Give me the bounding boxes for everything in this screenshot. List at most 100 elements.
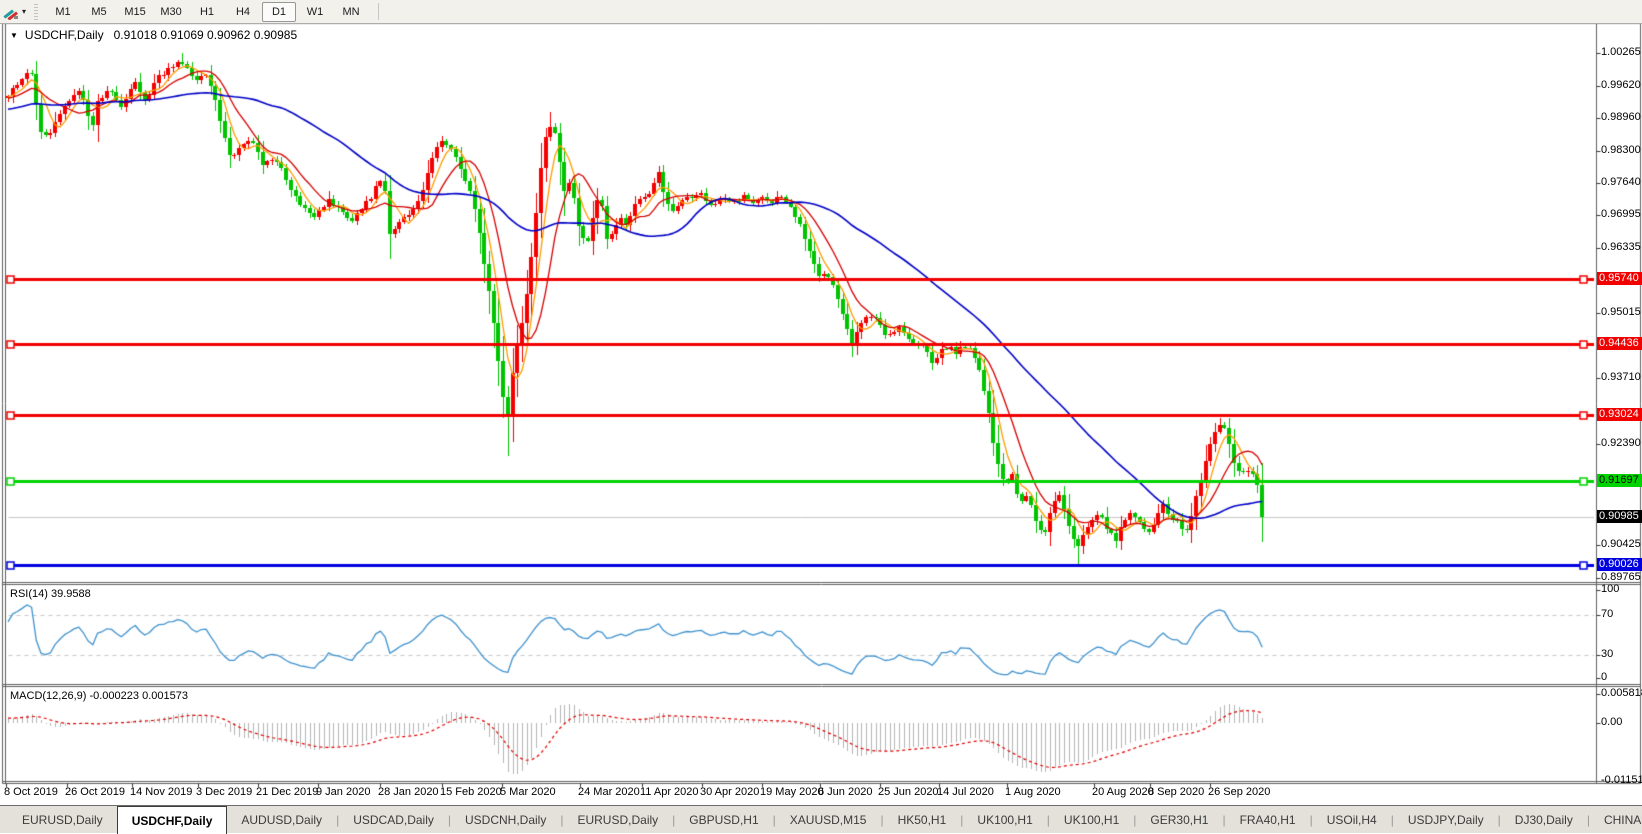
price-axis-label: 0.92390 <box>1601 437 1641 449</box>
rsi-scale-label: 100 <box>1601 583 1620 595</box>
price-axis-marker-label: 0.91697 <box>1597 474 1642 487</box>
chart-tab-usdcad-daily[interactable]: USDCAD,Daily <box>353 813 434 827</box>
date-axis-label: 9 Jan 2020 <box>316 786 371 798</box>
price-axis-label: 0.96335 <box>1601 241 1641 253</box>
price-axis-marker-label: 0.94436 <box>1597 337 1642 350</box>
timeframe-button-mn[interactable]: MN <box>342 5 360 18</box>
tab-separator: | <box>447 813 451 827</box>
date-axis-label: 19 May 2020 <box>760 786 824 798</box>
rsi-scale-label: 70 <box>1601 608 1614 620</box>
date-axis-label: 8 Oct 2019 <box>4 786 58 798</box>
tab-separator: | <box>672 813 676 827</box>
tab-separator: | <box>1497 813 1501 827</box>
date-axis-label: 21 Dec 2019 <box>256 786 319 798</box>
timeframe-button-h4[interactable]: H4 <box>235 5 251 18</box>
chart-tab-hk50-h1[interactable]: HK50,H1 <box>897 813 947 827</box>
timeframe-button-h1[interactable]: H1 <box>199 5 215 18</box>
price-axis-label: 0.93710 <box>1601 371 1641 383</box>
date-axis-label: 26 Sep 2020 <box>1208 786 1271 798</box>
timeframe-button-m15[interactable]: M15 <box>124 5 146 18</box>
macd-scale-label: 0.00 <box>1601 716 1623 728</box>
tab-separator: | <box>560 813 564 827</box>
date-axis-label: 14 Jul 2020 <box>937 786 994 798</box>
rsi-indicator-label: RSI(14) 39.9588 <box>10 588 91 600</box>
toolbar-separator <box>378 3 380 20</box>
tab-separator: | <box>336 813 340 827</box>
chart-tab-usdcnh-daily[interactable]: USDCNH,Daily <box>465 813 547 827</box>
rsi-scale-label: 30 <box>1601 648 1614 660</box>
toolbar: ▾ M1 M5 M15 M30 H1 H4 D1 W1 MN <box>0 0 1642 24</box>
date-axis-label: 3 Dec 2019 <box>196 786 253 798</box>
chart-tab-china300-h1[interactable]: CHINA300,H1 <box>1603 813 1642 827</box>
timeframe-button-w1[interactable]: W1 <box>306 5 324 18</box>
macd-scale-label: -0.011514 <box>1601 774 1642 786</box>
chart-tab-uk100-h1[interactable]: UK100,H1 <box>977 813 1033 827</box>
timeframe-button-group: M1 M5 M15 M30 H1 H4 D1 W1 MN <box>45 1 369 22</box>
price-axis-label: 0.96995 <box>1601 208 1641 220</box>
price-axis-marker-label: 0.93024 <box>1597 408 1642 421</box>
chart-tab-eurusd-daily[interactable]: EURUSD,Daily <box>577 813 659 827</box>
date-axis-label: 28 Jan 2020 <box>378 786 439 798</box>
price-axis-label: 0.90425 <box>1601 538 1641 550</box>
price-axis-label: 0.97640 <box>1601 176 1641 188</box>
macd-indicator-label: MACD(12,26,9) -0.000223 0.001573 <box>10 690 188 702</box>
price-axis-label: 1.00265 <box>1601 46 1641 58</box>
price-axis-marker-label: 0.90985 <box>1597 510 1642 523</box>
date-axis-label: 6 Jun 2020 <box>818 786 873 798</box>
date-axis-label: 15 Feb 2020 <box>440 786 502 798</box>
chart-symbol-period: USDCHF,Daily <box>24 28 104 42</box>
chart-tab-usoil-h4[interactable]: USOil,H4 <box>1326 813 1377 827</box>
price-axis-label: 0.95015 <box>1601 306 1641 318</box>
date-axis-label: 26 Oct 2019 <box>65 786 125 798</box>
date-axis-label: 20 Aug 2020 <box>1092 786 1154 798</box>
tab-separator: | <box>1390 813 1394 827</box>
chart-tab-gbpusd-h1[interactable]: GBPUSD,H1 <box>689 813 759 827</box>
chart-title: ▼ USDCHF,Daily 0.91018 0.91069 0.90962 0… <box>10 28 297 42</box>
tab-separator: | <box>880 813 884 827</box>
chart-tab-xauusd-m15[interactable]: XAUUSD,M15 <box>789 813 867 827</box>
date-axis-label: 1 Aug 2020 <box>1005 786 1061 798</box>
chart-tab-ger30-h1[interactable]: GER30,H1 <box>1150 813 1209 827</box>
date-axis-label: 11 Apr 2020 <box>640 786 699 798</box>
chart-tab-usdjpy-daily[interactable]: USDJPY,Daily <box>1407 813 1484 827</box>
chart-tab-audusd-daily[interactable]: AUDUSD,Daily <box>241 813 323 827</box>
tab-separator: | <box>960 813 964 827</box>
date-axis-label: 8 Sep 2020 <box>1148 786 1205 798</box>
timeframe-button-m1[interactable]: M1 <box>55 5 71 18</box>
chart-tab-fra40-h1[interactable]: FRA40,H1 <box>1239 813 1296 827</box>
tab-separator: | <box>1586 813 1590 827</box>
tab-separator: | <box>1133 813 1137 827</box>
timeframe-button-d1[interactable]: D1 <box>262 1 297 22</box>
date-axis-label: 14 Nov 2019 <box>130 786 193 798</box>
price-axis-label: 0.89765 <box>1601 571 1641 583</box>
date-axis-label: 24 Mar 2020 <box>578 786 640 798</box>
toolbar-dropdown-arrow-icon[interactable]: ▾ <box>22 7 27 16</box>
chart-tab-uk100-h1[interactable]: UK100,H1 <box>1063 813 1120 827</box>
drawing-tools-icon[interactable] <box>2 4 20 21</box>
chart-tab-usdchf-daily[interactable]: USDCHF,Daily <box>116 806 228 834</box>
toolbar-grip-handle[interactable] <box>34 3 39 20</box>
macd-scale-label: 0.005818 <box>1601 687 1642 699</box>
chart-ohlc-values: 0.91018 0.91069 0.90962 0.90985 <box>113 28 298 42</box>
date-axis-label: 30 Apr 2020 <box>700 786 760 798</box>
rsi-scale-label: 0 <box>1601 671 1608 683</box>
date-axis-label: 25 Jun 2020 <box>878 786 939 798</box>
price-axis-label: 0.98300 <box>1601 144 1641 156</box>
price-axis-label: 0.99620 <box>1601 79 1641 91</box>
chart-tab-dj30-daily[interactable]: DJ30,Daily <box>1514 813 1573 827</box>
timeframe-button-m5[interactable]: M5 <box>91 5 107 18</box>
price-axis-marker-label: 0.95740 <box>1597 272 1642 285</box>
price-axis-marker-label: 0.90026 <box>1597 558 1642 571</box>
tab-separator: | <box>1046 813 1050 827</box>
chart-tab-bar: EURUSD,Daily USDCHF,Daily AUDUSD,Daily | USD… <box>0 805 1642 834</box>
tab-separator: | <box>772 813 776 827</box>
price-axis-label: 0.98960 <box>1601 111 1641 123</box>
timeframe-button-m30[interactable]: M30 <box>160 5 182 18</box>
date-axis-label: 5 Mar 2020 <box>500 786 556 798</box>
chart-menu-arrow-icon[interactable]: ▼ <box>10 30 18 40</box>
tab-separator: | <box>1222 813 1226 827</box>
chart-tab-eurusd-daily[interactable]: EURUSD,Daily <box>22 813 103 827</box>
tab-separator: | <box>1309 813 1313 827</box>
